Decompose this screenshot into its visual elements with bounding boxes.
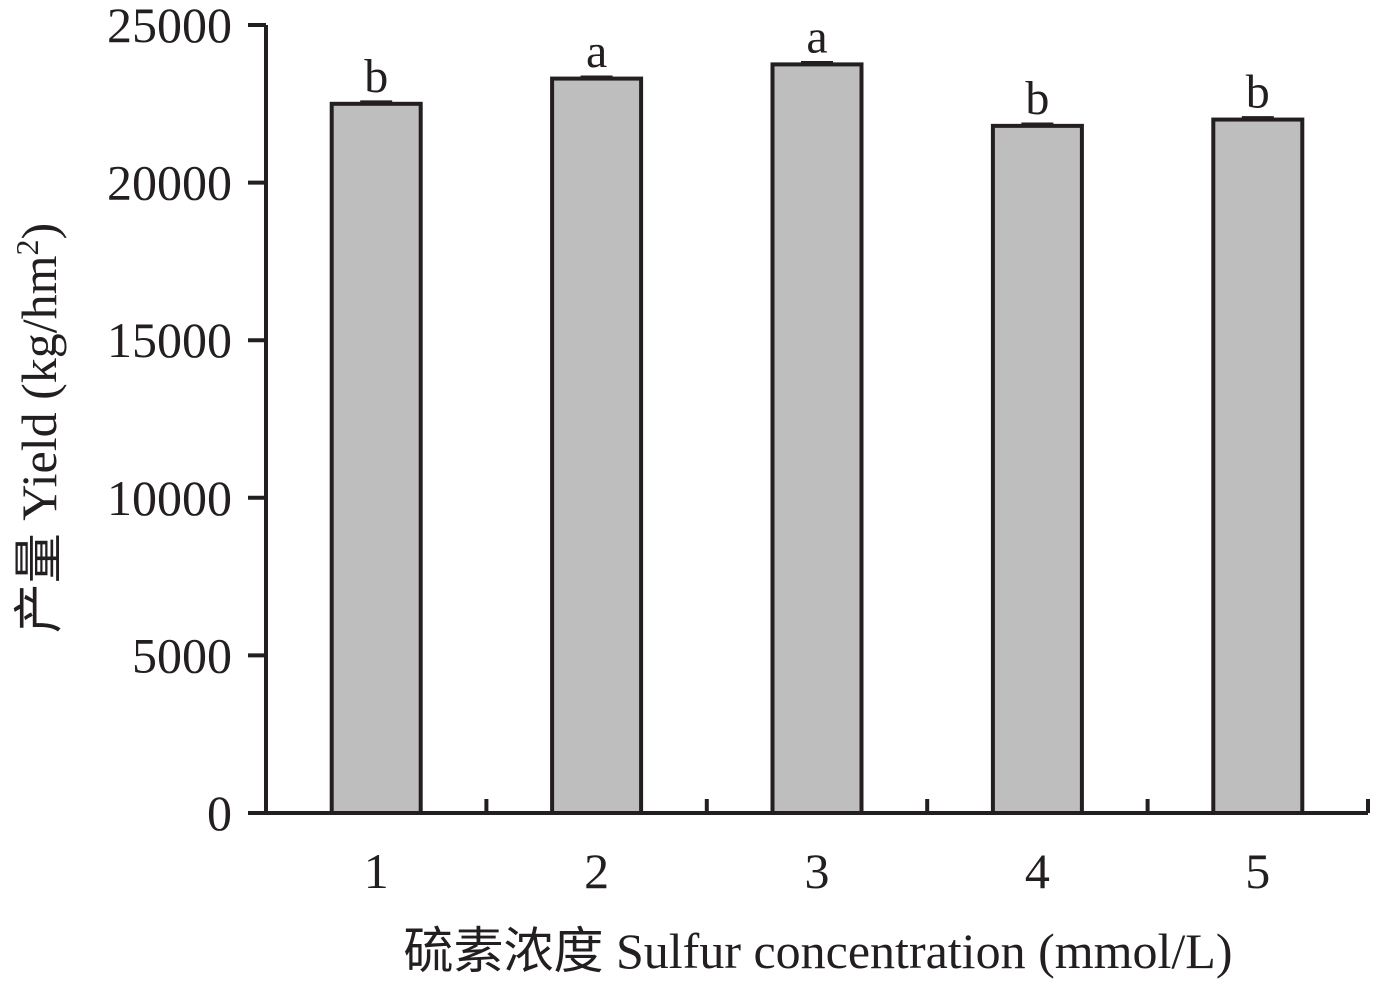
bar-1 bbox=[329, 101, 423, 816]
bar-3 bbox=[770, 62, 864, 815]
y-tick-label-15000: 15000 bbox=[107, 312, 232, 368]
bar-4 bbox=[990, 123, 1084, 815]
x-tick-label-5: 5 bbox=[1245, 843, 1270, 899]
bar-2 bbox=[550, 76, 644, 816]
x-tick-label-4: 4 bbox=[1025, 843, 1050, 899]
significance-label-1: b bbox=[364, 50, 388, 103]
y-axis-title: 产量 Yield (kg/hm2) bbox=[9, 223, 67, 633]
x-tick-label-3: 3 bbox=[805, 843, 830, 899]
y-tick-label-25000: 25000 bbox=[107, 0, 232, 53]
significance-label-2: a bbox=[586, 25, 607, 78]
x-tick-label-2: 2 bbox=[584, 843, 609, 899]
y-axis-title-superscript: 2 bbox=[9, 239, 45, 255]
axes-layer bbox=[248, 23, 1370, 815]
y-tick-label-5000: 5000 bbox=[132, 627, 232, 683]
bar-5 bbox=[1211, 117, 1305, 815]
x-axis-title: 硫素浓度 Sulfur concentration (mmol/L) bbox=[403, 923, 1232, 979]
y-tick-label-20000: 20000 bbox=[107, 155, 232, 211]
significance-label-3: a bbox=[806, 11, 827, 64]
y-axis-title-main: 产量 Yield (kg/hm bbox=[11, 255, 67, 633]
significance-label-4: b bbox=[1025, 72, 1049, 125]
y-tick-label-10000: 10000 bbox=[107, 470, 232, 526]
labels-layer: b 1 a 2 a 3 b 4 b 5 0 5000 10000 15000 20000 25000 bbox=[107, 0, 1270, 899]
x-tick-label-1: 1 bbox=[364, 843, 389, 899]
y-tick-label-0: 0 bbox=[207, 785, 232, 841]
y-axis-title-end: ) bbox=[11, 223, 67, 240]
significance-label-5: b bbox=[1246, 66, 1270, 119]
bars-layer bbox=[329, 61, 1305, 816]
